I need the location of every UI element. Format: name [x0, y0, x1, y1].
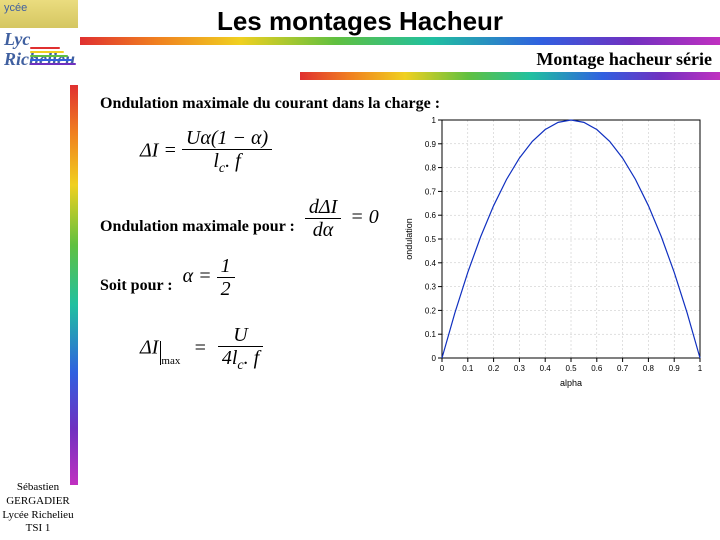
- svg-text:0.6: 0.6: [425, 211, 437, 220]
- svg-text:0.2: 0.2: [425, 306, 437, 315]
- formula-derivative: dΔI dα = 0: [305, 196, 379, 241]
- svg-text:0: 0: [432, 354, 437, 363]
- svg-text:0.9: 0.9: [669, 364, 681, 373]
- svg-text:0.4: 0.4: [540, 364, 552, 373]
- subtitle-underline: [300, 72, 720, 80]
- svg-text:0: 0: [440, 364, 445, 373]
- svg-text:0.7: 0.7: [617, 364, 629, 373]
- svg-text:0.6: 0.6: [591, 364, 603, 373]
- formula-dimax-sub: max: [161, 355, 180, 367]
- formula-delta-i-num: Uα(1 − α): [182, 127, 272, 150]
- logo-text-top: ycée: [4, 2, 27, 14]
- formula-alpha-den: 2: [217, 278, 235, 300]
- svg-text:1: 1: [698, 364, 703, 373]
- formula-dimax-den: 4lc. f: [218, 347, 263, 373]
- formula-dimax-num: U: [218, 324, 263, 347]
- formula-deriv-num: dΔI: [305, 196, 341, 219]
- svg-text:0.5: 0.5: [565, 364, 577, 373]
- chart-svg: 0 0.1 0.2 0.3 0.4 0.5 0.6 0.7 0.8 0.9 1 0 0.1 0.2 0.3 0…: [400, 110, 710, 390]
- formula-delta-i-den: lc. f: [182, 150, 272, 176]
- svg-text:0.1: 0.1: [425, 330, 437, 339]
- formula-delta-i-max: ΔImax = U 4lc. f: [140, 324, 263, 373]
- svg-text:0.9: 0.9: [425, 140, 437, 149]
- footer-line1: Sébastien: [2, 481, 74, 495]
- svg-text:0.5: 0.5: [425, 235, 437, 244]
- svg-text:0.8: 0.8: [425, 164, 437, 173]
- formula-delta-i: ΔI = Uα(1 − α) lc. f: [140, 127, 272, 176]
- svg-text:0.8: 0.8: [643, 364, 655, 373]
- svg-text:0.7: 0.7: [425, 187, 437, 196]
- logo: ycée Lyc Richelieu: [0, 0, 78, 130]
- formula-dimax-di: ΔI: [140, 337, 158, 359]
- footer-line3: Lycée Richelieu: [2, 509, 74, 523]
- svg-text:ondulation: ondulation: [404, 218, 414, 260]
- svg-text:0.1: 0.1: [462, 364, 474, 373]
- title-underline: [80, 37, 720, 45]
- svg-text:1: 1: [432, 116, 437, 125]
- svg-text:0.3: 0.3: [514, 364, 526, 373]
- svg-text:0.4: 0.4: [425, 259, 437, 268]
- formula-deriv-rhs: = 0: [350, 206, 379, 228]
- heading-soit-pour: Soit pour :: [100, 277, 173, 295]
- footer-author: Sébastien GERGADIER Lycée Richelieu TSI …: [2, 481, 74, 536]
- page-title: Les montages Hacheur: [0, 0, 720, 37]
- svg-text:0.3: 0.3: [425, 283, 437, 292]
- footer-line2: GERGADIER: [2, 495, 74, 509]
- svg-text:alpha: alpha: [560, 378, 582, 388]
- formula-deriv-den: dα: [305, 219, 341, 241]
- footer-line4: TSI 1: [2, 522, 74, 536]
- ondulation-chart: 0 0.1 0.2 0.3 0.4 0.5 0.6 0.7 0.8 0.9 1 0 0.1 0.2 0.3 0…: [400, 110, 710, 390]
- formula-alpha-lhs: α =: [183, 265, 212, 287]
- formula-alpha-half: α = 1 2: [183, 255, 235, 300]
- formula-delta-i-lhs: ΔI =: [140, 139, 177, 161]
- subtitle: Montage hacheur série: [536, 49, 712, 69]
- heading-ondulation-pour: Ondulation maximale pour :: [100, 218, 295, 236]
- left-rainbow-bar: [70, 85, 78, 485]
- formula-dimax-eq: =: [193, 337, 207, 359]
- svg-text:0.2: 0.2: [488, 364, 500, 373]
- formula-alpha-num: 1: [217, 255, 235, 278]
- logo-stripes: [25, 45, 75, 85]
